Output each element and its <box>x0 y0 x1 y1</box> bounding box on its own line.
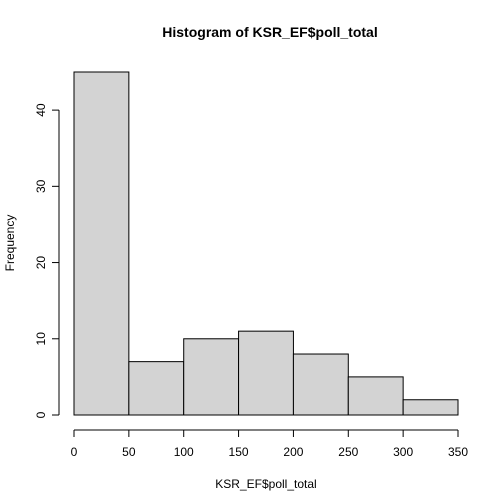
x-tick-label: 250 <box>338 445 358 459</box>
histogram-bar-1 <box>128 361 185 416</box>
bars-group <box>73 71 459 416</box>
y-tick-label: 30 <box>34 179 48 193</box>
y-tick-label: 20 <box>34 256 48 270</box>
histogram-bar-3 <box>238 330 294 416</box>
y-tick-label: 0 <box>34 411 48 418</box>
y-axis-label: Frequency <box>3 215 17 272</box>
histogram-bar-4 <box>292 353 349 416</box>
y-axis: 0 10 20 30 40 <box>34 103 60 418</box>
x-tick-label: 150 <box>229 445 249 459</box>
x-tick-label: 300 <box>393 445 413 459</box>
histogram-bar-5 <box>347 376 404 416</box>
x-tick-label: 0 <box>71 445 78 459</box>
histogram-bar-2 <box>183 338 240 416</box>
x-axis-label: KSR_EF$poll_total <box>215 477 316 491</box>
histogram-bar-0 <box>73 71 130 416</box>
x-tick-label: 100 <box>174 445 194 459</box>
x-axis: 0 50 100 150 200 250 300 350 <box>71 429 468 459</box>
y-tick-label: 10 <box>34 332 48 346</box>
y-tick-label: 40 <box>34 103 48 117</box>
x-tick-label: 350 <box>448 445 468 459</box>
x-tick-label: 50 <box>122 445 136 459</box>
chart-title: Histogram of KSR_EF$poll_total <box>162 24 377 40</box>
histogram-bar-6 <box>402 399 459 416</box>
x-tick-label: 200 <box>283 445 303 459</box>
